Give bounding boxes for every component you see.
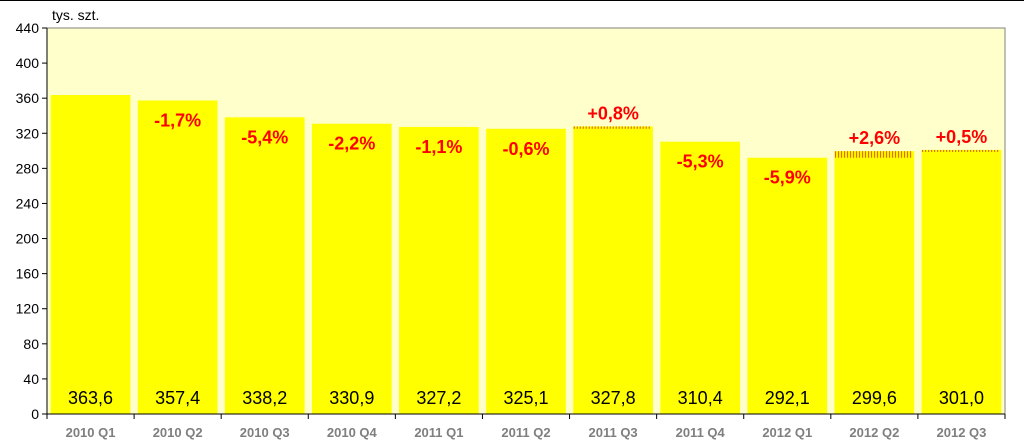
- x-tick-label: 2010 Q4: [327, 425, 378, 440]
- bar-value-label: 357,4: [155, 388, 200, 408]
- bar-change-label: +0,8%: [587, 103, 639, 123]
- bar-value-label: 330,9: [329, 388, 374, 408]
- bar-value-label: 299,6: [852, 388, 897, 408]
- y-tick-label: 400: [16, 55, 40, 71]
- bar: [747, 157, 828, 414]
- bar: [311, 123, 392, 415]
- bar-value-label: 301,0: [939, 388, 984, 408]
- bar: [921, 149, 1002, 414]
- bar: [137, 100, 218, 414]
- y-axis-unit-label: tys. szt.: [52, 7, 99, 23]
- bar-change-label: -1,7%: [154, 110, 201, 130]
- x-tick-label: 2011 Q3: [589, 425, 638, 440]
- bar-value-label: 327,8: [591, 388, 636, 408]
- bar: [486, 128, 566, 414]
- bar-change-label: -5,4%: [241, 127, 288, 147]
- bar: [224, 117, 305, 414]
- x-tick-label: 2012 Q3: [937, 425, 987, 440]
- bar-value-label: 338,2: [242, 388, 287, 408]
- y-tick-label: 120: [16, 301, 40, 317]
- x-tick-label: 2011 Q2: [501, 425, 550, 440]
- y-axis: 0 40 80 120 160 200 240 280 320 360 400 440: [16, 20, 48, 422]
- y-tick-label: 360: [16, 90, 40, 106]
- y-tick-label: 160: [16, 266, 40, 282]
- bar-change-label: -2,2%: [328, 134, 375, 154]
- bar-change-label: +0,5%: [936, 127, 988, 147]
- bar: [399, 126, 479, 414]
- bar-value-label: 327,2: [416, 388, 461, 408]
- x-axis: 2010 Q1 2010 Q2 2010 Q3 2010 Q4 2011 Q1 2011 …: [46, 413, 1006, 440]
- bar: [660, 141, 741, 414]
- x-tick-label: 2012 Q2: [849, 425, 899, 440]
- bar-change-label: -5,9%: [764, 168, 811, 188]
- bar-change-label: -5,3%: [677, 152, 724, 172]
- y-tick-label: 440: [16, 20, 40, 36]
- bars: 363,6 357,4 -1,7% 338,2 -5,4% 330,9 -2,2% 327,2…: [50, 95, 1002, 415]
- bar: [50, 95, 131, 415]
- y-tick-label: 200: [16, 231, 40, 247]
- y-tick-label: 80: [23, 336, 39, 352]
- bar-value-label: 310,4: [678, 388, 723, 408]
- bar-value-label: 292,1: [765, 388, 810, 408]
- x-tick-label: 2010 Q3: [240, 425, 290, 440]
- x-tick-label: 2011 Q1: [414, 425, 463, 440]
- bar-change-label: +2,6%: [849, 128, 901, 148]
- bar-value-label: 325,1: [503, 388, 548, 408]
- bar: [834, 151, 915, 414]
- y-tick-label: 40: [23, 371, 39, 387]
- x-tick-label: 2010 Q1: [66, 425, 116, 440]
- bar: [573, 126, 653, 415]
- y-tick-label: 0: [31, 406, 39, 422]
- y-tick-label: 320: [16, 125, 40, 141]
- bar-change-label: -0,6%: [502, 139, 549, 159]
- bar-change-label: -1,1%: [415, 137, 462, 157]
- x-tick-label: 2011 Q4: [676, 425, 726, 440]
- x-tick-label: 2010 Q2: [153, 425, 203, 440]
- y-tick-label: 280: [16, 160, 40, 176]
- x-tick-label: 2012 Q1: [762, 425, 812, 440]
- y-tick-label: 240: [16, 195, 40, 211]
- bar-value-label: 363,6: [68, 388, 113, 408]
